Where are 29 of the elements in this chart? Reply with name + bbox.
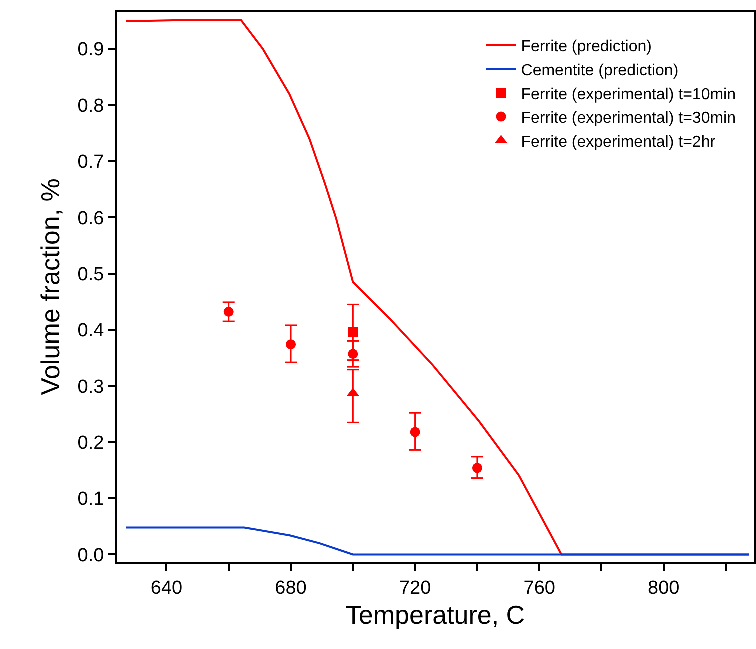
point bbox=[286, 340, 296, 350]
point bbox=[348, 327, 358, 338]
y-tick-label: 0.5 bbox=[78, 264, 104, 286]
y-tick-label: 0.1 bbox=[78, 489, 104, 510]
x-tick-label: 640 bbox=[150, 578, 183, 599]
legend-label: Ferrite (experimental) t=30min bbox=[521, 110, 736, 128]
legend-label: Ferrite (experimental) t=2hr bbox=[521, 134, 716, 151]
y-tick-label: 0.0 bbox=[78, 545, 104, 566]
y-tick-label: 0.4 bbox=[78, 320, 105, 342]
point bbox=[224, 307, 234, 317]
legend-label: Ferrite (experimental) t=10min bbox=[521, 86, 736, 104]
y-axis-title: Volume fraction, % bbox=[36, 178, 66, 396]
legend-label: Ferrite (prediction) bbox=[521, 38, 652, 56]
legend-label: Cementite (prediction) bbox=[521, 62, 679, 80]
x-tick-label: 800 bbox=[648, 578, 680, 599]
line-series bbox=[125, 526, 750, 556]
x-tick-label: 680 bbox=[275, 578, 307, 599]
x-axis-title: Temperature, C bbox=[346, 600, 526, 630]
point bbox=[472, 463, 482, 474]
x-tick-label: 760 bbox=[524, 578, 556, 599]
y-tick-label: 0.8 bbox=[78, 96, 104, 117]
y-tick-label: 0.7 bbox=[78, 152, 104, 174]
y-tick-label: 0.9 bbox=[78, 40, 104, 61]
x-tick-label: 720 bbox=[399, 578, 432, 599]
y-tick-label: 0.2 bbox=[78, 432, 104, 454]
y-tick-label: 0.3 bbox=[78, 376, 104, 398]
point bbox=[410, 427, 420, 438]
point bbox=[348, 349, 358, 360]
y-tick-label: 0.6 bbox=[78, 208, 104, 230]
